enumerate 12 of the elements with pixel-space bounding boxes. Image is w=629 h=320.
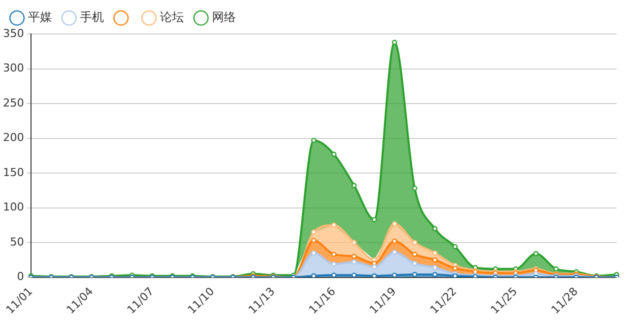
y-tick-label: 350 [2,26,24,40]
y-tick-label: 50 [10,235,24,248]
y-tick-label: 100 [2,200,24,214]
legend-label: 手机 [80,10,104,24]
y-tick-label: 150 [2,166,24,179]
legend-label: 平媒 [28,10,52,24]
legend-label: 网络 [212,10,236,24]
y-tick-label: 200 [2,131,24,144]
legend-label: 论坛 [160,10,184,24]
y-tick-label: 250 [2,96,24,110]
y-tick-label: 300 [2,62,24,75]
y-tick-label: 0 [16,270,24,284]
